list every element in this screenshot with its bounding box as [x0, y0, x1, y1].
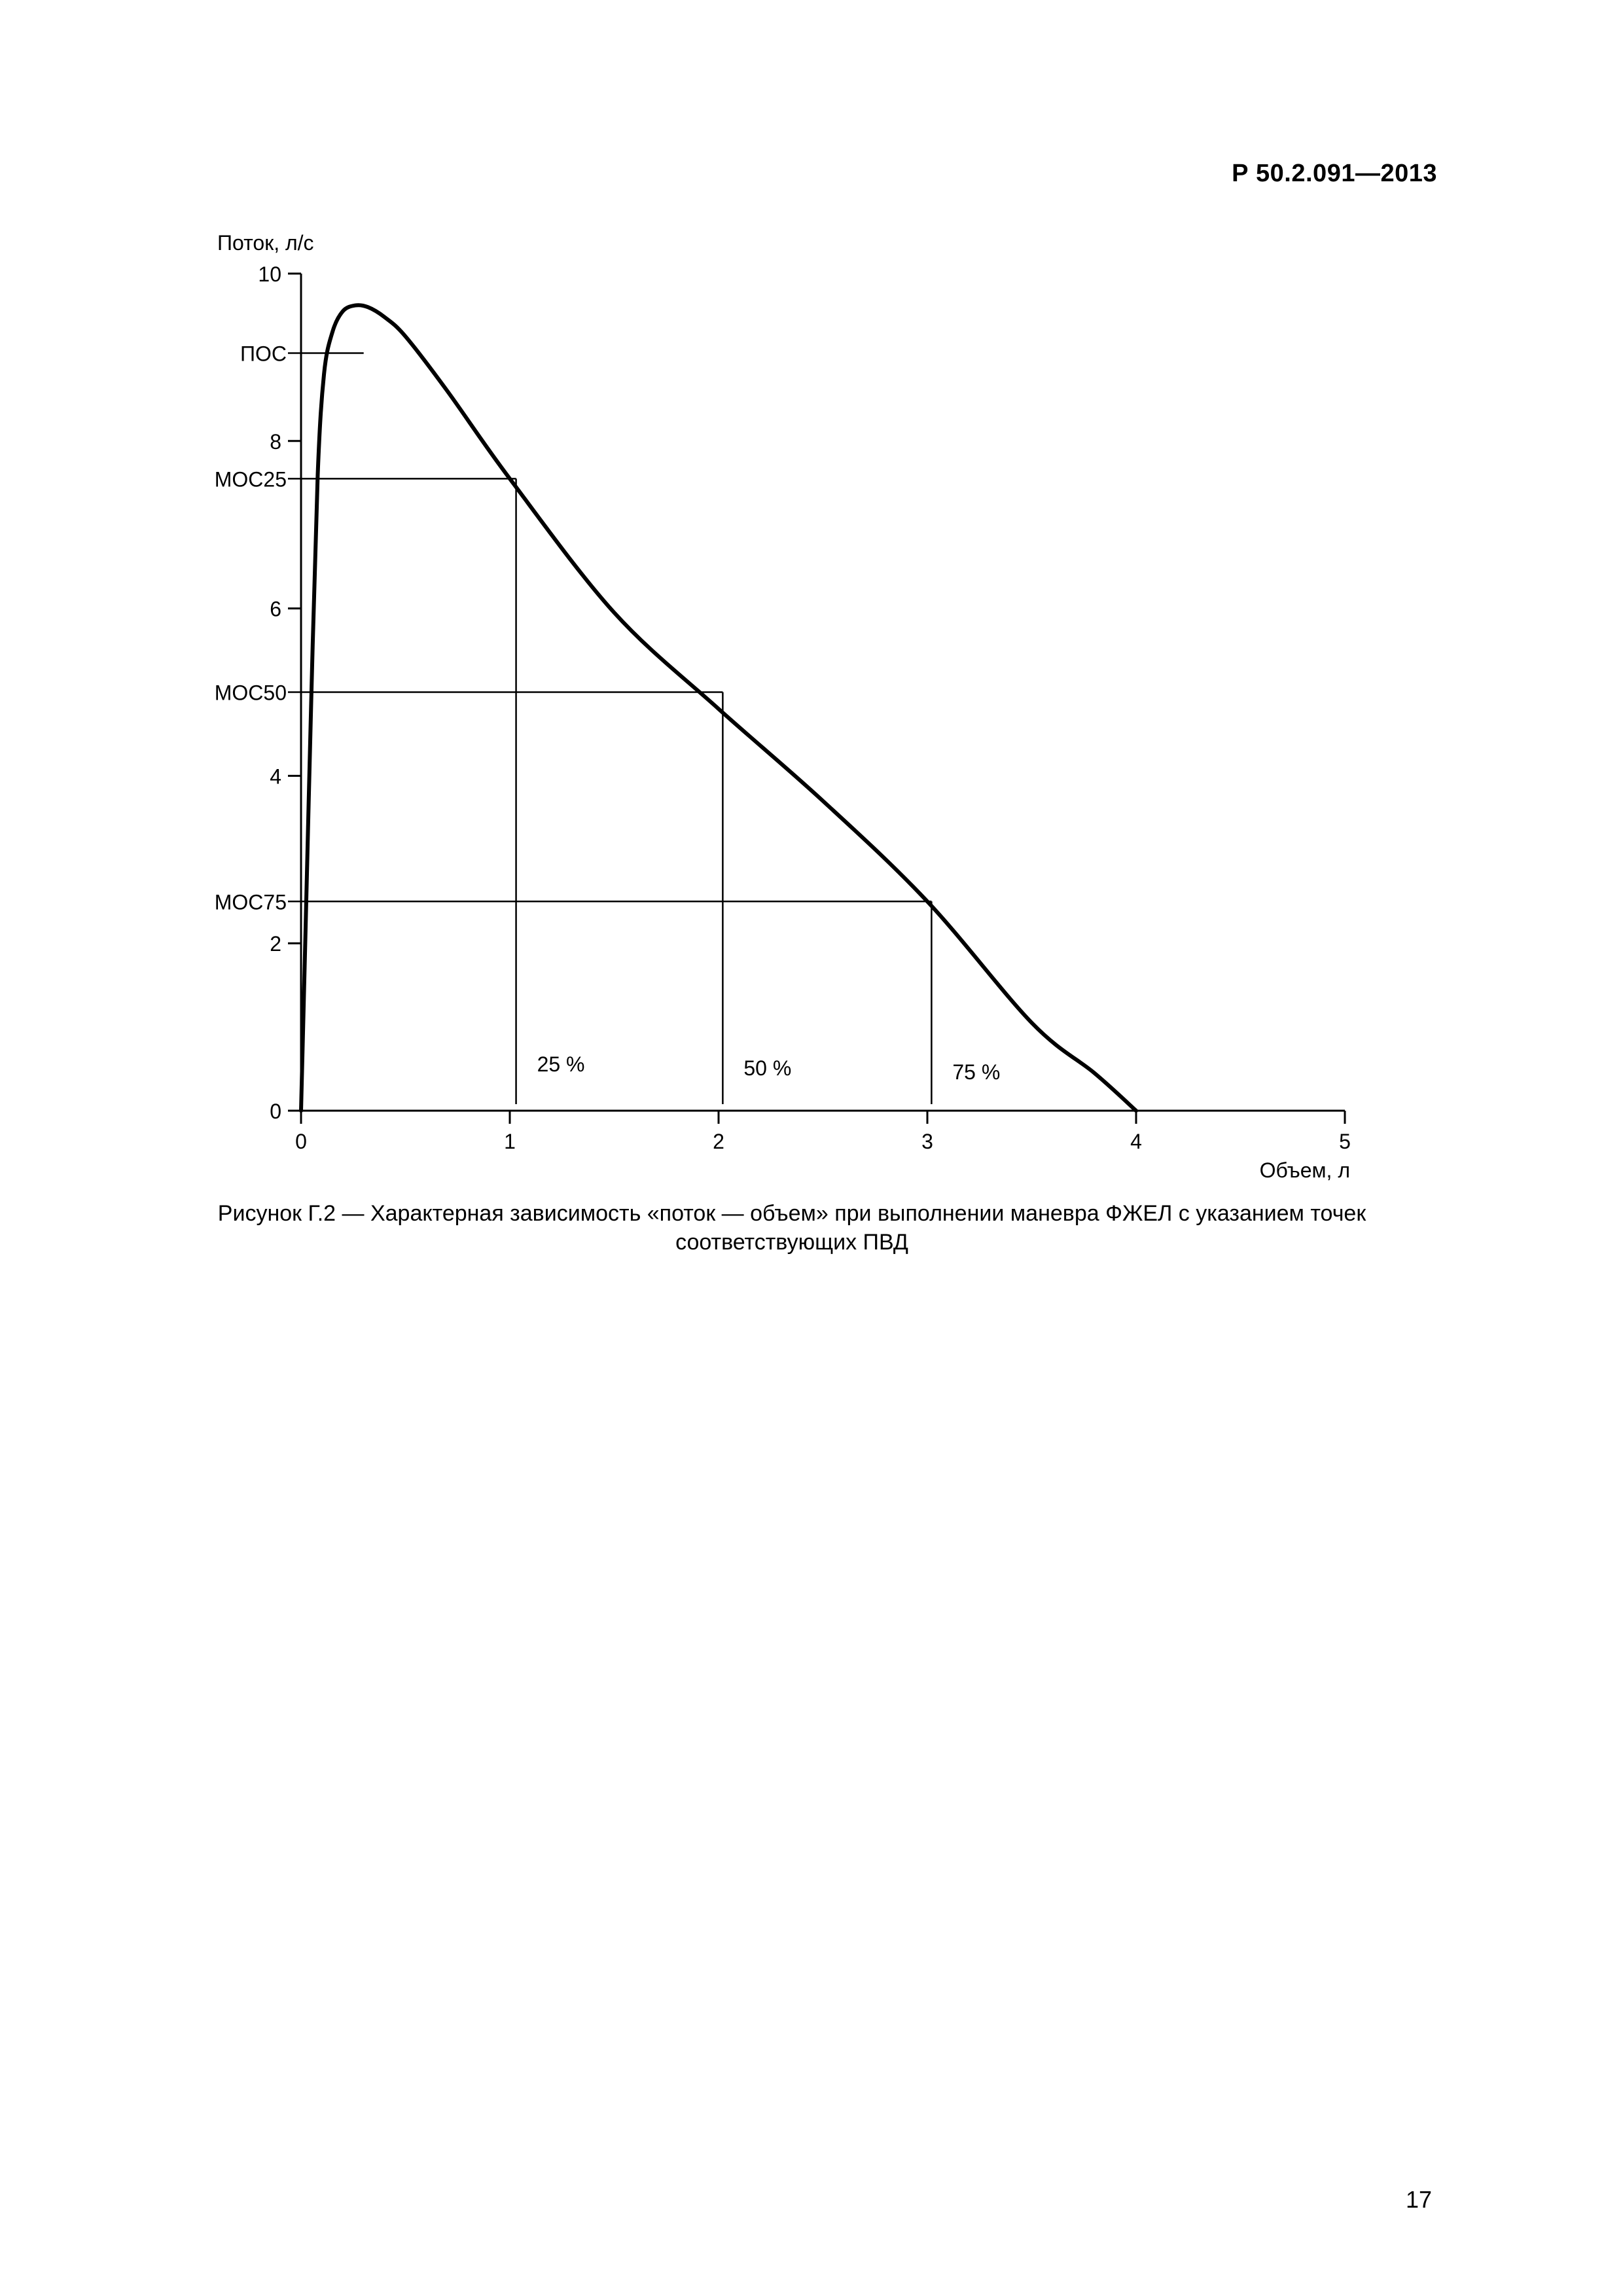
flow-volume-curve-1: [299, 303, 1138, 1113]
percent-label-1: 25 %: [537, 1052, 585, 1076]
ref-label-мос25: МОС25: [215, 467, 287, 491]
x-axis-title: Объем, л: [1260, 1158, 1350, 1182]
caption-line-1: Рисунок Г.2 — Характерная зависимость «п…: [217, 1201, 1366, 1226]
chart-axes: [288, 272, 1346, 1124]
y-axis-title: Поток, л/с: [217, 231, 314, 255]
y-tick-label: 4: [270, 764, 281, 788]
y-tick-label: 6: [270, 598, 281, 621]
ref-label-мос75: МОС75: [215, 890, 287, 914]
reference-lines: [288, 352, 933, 1104]
ref-label-пос: ПОС: [240, 342, 287, 366]
x-tick-label: 3: [921, 1130, 933, 1153]
caption-line-2: соответствующих ПВД: [675, 1230, 908, 1255]
x-tick-label: 1: [504, 1130, 516, 1153]
document-header: Р 50.2.091—2013: [1232, 160, 1437, 187]
y-tick-label: 0: [270, 1100, 281, 1123]
ref-label-мос50: МОС50: [215, 681, 287, 705]
flow-volume-chart: 0 2 4 6 8 10 0 1 2 3 4 5 Поток, л/с Объем, л ПОС МОС25 М…: [215, 231, 1351, 1182]
percent-label-2: 50 %: [743, 1056, 791, 1080]
x-tick-label: 4: [1130, 1130, 1142, 1153]
page-number: 17: [1405, 2186, 1432, 2213]
figure-caption: Рисунок Г.2 — Характерная зависимость «п…: [118, 1199, 1466, 1257]
curve-layer: [299, 303, 1138, 1113]
y-tick-label: 8: [270, 430, 281, 454]
chart-labels: 0 2 4 6 8 10 0 1 2 3 4 5 Поток, л/с Объем, л ПОС МОС25 М…: [215, 231, 1351, 1182]
percent-label-3: 75 %: [952, 1060, 1000, 1084]
y-tick-label: 10: [258, 262, 281, 286]
x-tick-label: 5: [1339, 1130, 1351, 1153]
x-tick-label: 2: [713, 1130, 724, 1153]
y-tick-label: 2: [270, 932, 281, 956]
x-tick-label: 0: [295, 1130, 307, 1153]
